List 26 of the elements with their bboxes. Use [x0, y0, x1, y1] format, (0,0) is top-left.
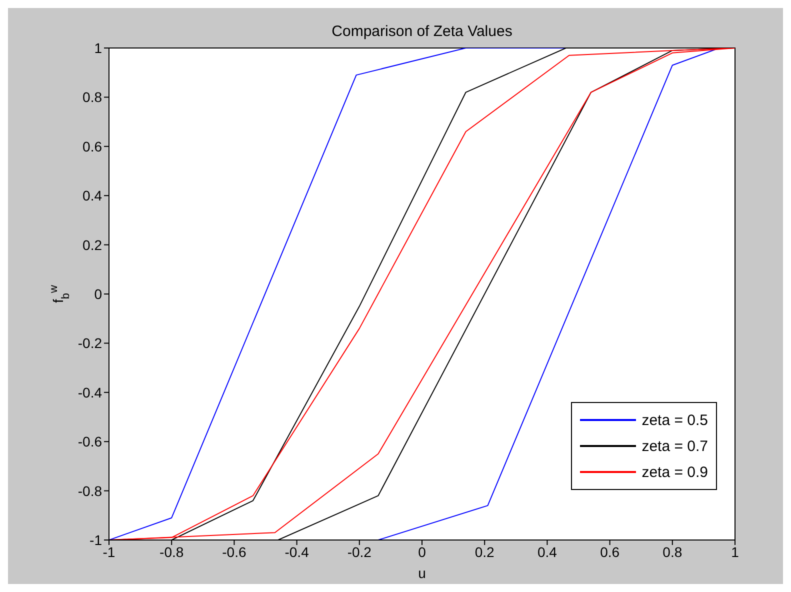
- x-tick-label: -0.6: [222, 544, 246, 560]
- x-tick-label: 0.8: [662, 544, 682, 560]
- x-tick-label: 1: [731, 544, 740, 560]
- y-tick-label: 0.6: [82, 138, 102, 154]
- x-tick-label: 0.2: [474, 544, 495, 560]
- y-tick-label: -0.4: [78, 384, 102, 400]
- y-tick-label: 0: [94, 286, 102, 302]
- y-tick-label: 1: [94, 40, 102, 56]
- legend-label: zeta = 0.9: [642, 464, 708, 480]
- y-tick-label: -1: [90, 532, 102, 548]
- x-axis-title: u: [418, 565, 426, 581]
- x-tick-label: 0.6: [600, 544, 620, 560]
- chart-title: Comparison of Zeta Values: [332, 23, 512, 40]
- x-tick-label: -0.8: [160, 544, 184, 560]
- y-tick-label: 0.2: [82, 236, 102, 253]
- y-tick-label: -0.8: [78, 482, 102, 499]
- x-tick-label: -0.2: [347, 544, 372, 560]
- legend-label: zeta = 0.5: [642, 412, 708, 428]
- legend-label: zeta = 0.7: [642, 438, 708, 454]
- y-tick-label: -0.6: [78, 434, 102, 450]
- x-tick-label: -0.4: [284, 544, 310, 560]
- y-tick-label: -0.2: [78, 335, 102, 352]
- x-tick-label: 0.4: [537, 544, 558, 560]
- x-tick-label: 0: [418, 544, 426, 560]
- y-tick-label: 0.8: [82, 89, 102, 106]
- y-tick-label: 0.4: [82, 188, 102, 204]
